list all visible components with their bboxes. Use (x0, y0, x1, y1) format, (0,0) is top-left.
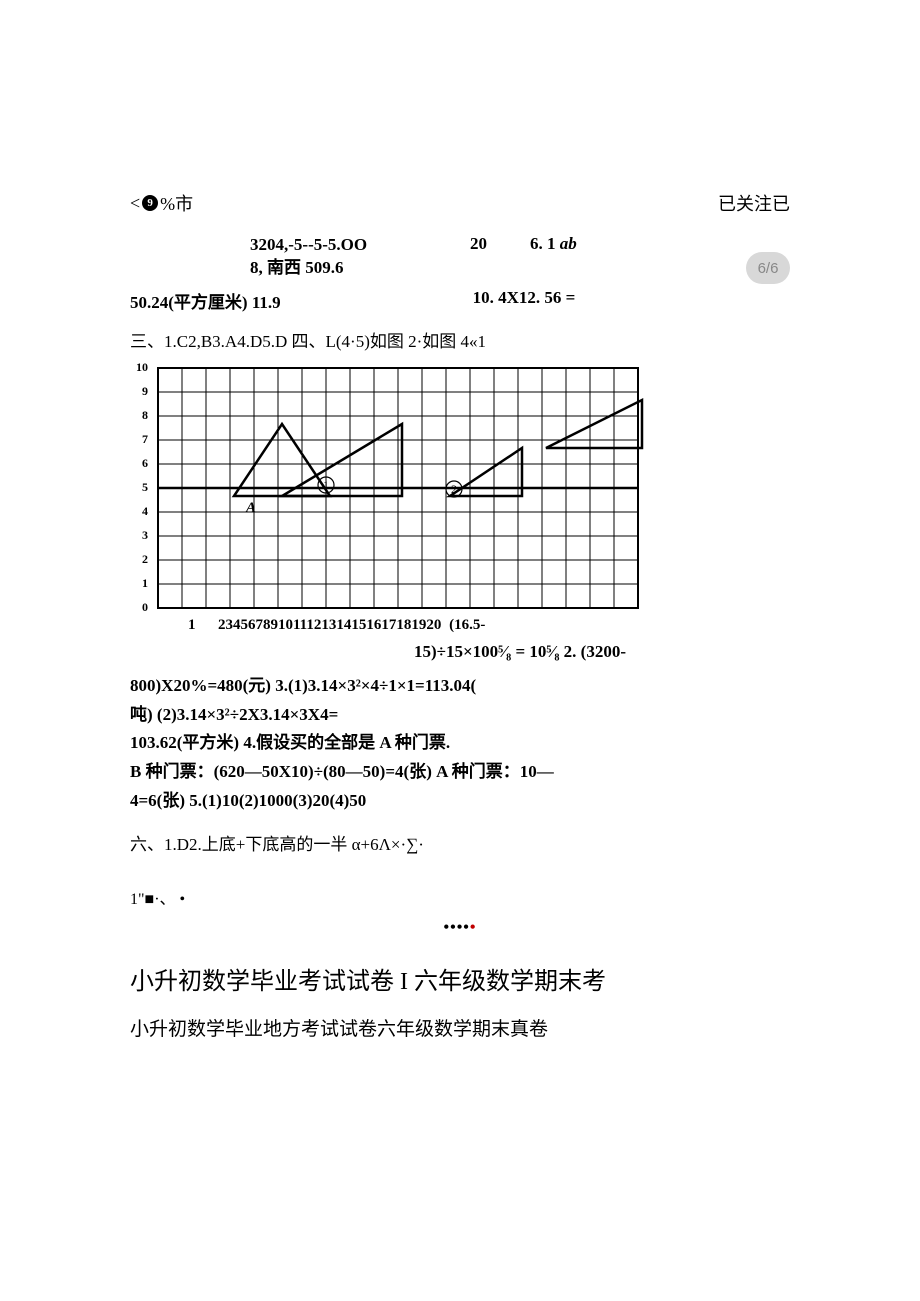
row2-block3-a: 6. 1 (530, 234, 560, 253)
x-axis-labels: 1 234567891011121314151617181920 (188, 617, 441, 633)
page-indicator-badge: 6/6 (746, 252, 790, 284)
grid-chart: 10987654321012A 1 2345678910111213141516… (130, 360, 790, 634)
para-line-1: 吨) (2)3.14×3²÷2X3.14×3X4= (130, 701, 790, 730)
row3-c1: 50.24(平方厘米) 11.9 (130, 288, 281, 313)
row2-block1-line1: 3204,-5--5-5.OO (250, 234, 450, 257)
lt-symbol: < (130, 193, 140, 214)
svg-text:2: 2 (142, 552, 148, 566)
answer-row-3: 50.24(平方厘米) 11.9 10. 4X12. 56 = (130, 288, 790, 313)
section-six: 六、1.D2.上底+下底高的一半 α+6Λ×·∑· (130, 830, 790, 855)
row4-text: 三、1.C2,B3.A4.D5.D 四、L(4·5)如图 2·如图 4«1 (130, 332, 486, 351)
article-title-2: 小升初数学毕业地方考试试卷六年级数学期末真卷 (130, 1014, 790, 1041)
svg-text:9: 9 (142, 384, 148, 398)
header-right: 已关注已 (718, 190, 790, 216)
article-title-1: 小升初数学毕业考试试卷 I 六年级数学期末考 (130, 961, 790, 996)
caption-suffix: (16.5- (449, 617, 485, 633)
para-line-0: 800)X20%=480(元) 3.(1)3.14×3²×4÷1×1=113.0… (130, 672, 790, 701)
svg-text:6: 6 (142, 456, 148, 470)
dots-red: • (470, 919, 477, 936)
solution-paragraph: 800)X20%=480(元) 3.(1)3.14×3²×4÷1×1=113.0… (130, 672, 790, 816)
svg-text:7: 7 (142, 432, 148, 446)
svg-text:0: 0 (142, 600, 148, 614)
svg-text:5: 5 (142, 480, 148, 494)
row2-block3: 6. 1 ab (530, 234, 577, 254)
answer-row-2: 3204,-5--5-5.OO 8, 南西 509.6 20 6. 1 ab (130, 234, 790, 280)
svg-text:1: 1 (323, 478, 329, 492)
svg-text:4: 4 (142, 504, 148, 518)
row2-block1-line2: 8, 南西 509.6 (250, 257, 450, 280)
caption-line-2: 15)÷15×100⁵⁄₈ = 10⁵⁄₈ 2. (3200- (250, 640, 790, 664)
dots-black: •••• (443, 919, 469, 936)
row2-block2: 20 (470, 234, 510, 254)
svg-text:10: 10 (136, 360, 148, 374)
grid-svg: 10987654321012A (130, 360, 666, 614)
svg-text:2: 2 (451, 482, 457, 496)
circle-number-icon: 9 (142, 195, 158, 211)
dots-row: ••••• (130, 919, 790, 937)
misc-symbols: 1"■·、 • (130, 885, 790, 909)
header-left: < 9 %市 (130, 190, 193, 216)
para-line-2: 103.62(平方米) 4.假设买的全部是 A 种门票. (130, 729, 790, 758)
svg-text:1: 1 (142, 576, 148, 590)
svg-text:3: 3 (142, 528, 148, 542)
para-line-4: 4=6(张) 5.(1)10(2)1000(3)20(4)50 (130, 787, 790, 816)
svg-text:8: 8 (142, 408, 148, 422)
header-left-text: %市 (160, 190, 193, 216)
svg-text:A: A (245, 500, 256, 516)
para-line-3: B 种门票：(620—50X10)÷(80—50)=4(张) A 种门票：10— (130, 758, 790, 787)
row3-c2: 10. 4X12. 56 = (473, 288, 576, 313)
answer-row-4: 三、1.C2,B3.A4.D5.D 四、L(4·5)如图 2·如图 4«1 (130, 327, 790, 352)
row2-block3-b: ab (560, 234, 577, 253)
